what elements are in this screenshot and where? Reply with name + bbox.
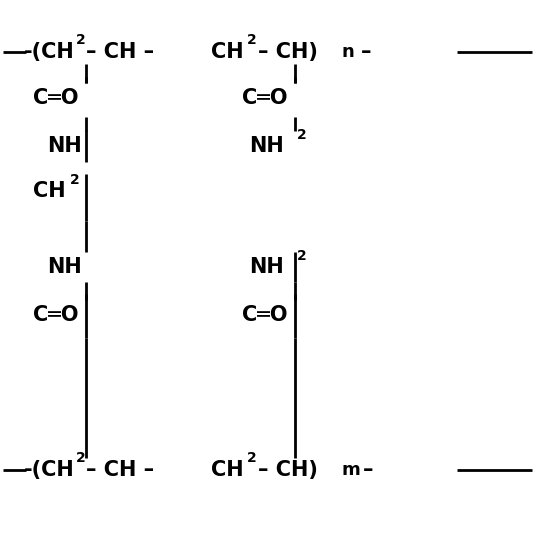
- Text: n: n: [341, 42, 354, 61]
- Text: m: m: [341, 460, 360, 479]
- Text: NH: NH: [47, 136, 82, 155]
- Text: C═O: C═O: [242, 88, 287, 108]
- Text: 2: 2: [297, 128, 307, 142]
- Text: 2: 2: [297, 249, 307, 263]
- Text: – CH –: – CH –: [86, 42, 154, 61]
- Text: 2: 2: [76, 451, 86, 465]
- Text: -(CH: -(CH: [24, 460, 75, 479]
- Text: 2: 2: [247, 451, 257, 465]
- Text: – CH): – CH): [258, 42, 318, 61]
- Text: NH: NH: [249, 136, 284, 155]
- Text: C═O: C═O: [33, 305, 79, 325]
- Text: –: –: [363, 460, 373, 479]
- Text: C═O: C═O: [242, 305, 287, 325]
- Text: 2: 2: [70, 173, 79, 187]
- Text: 2: 2: [76, 33, 86, 47]
- Text: CH: CH: [211, 42, 244, 61]
- Text: – CH –: – CH –: [86, 460, 154, 479]
- Text: NH: NH: [249, 257, 284, 277]
- Text: NH: NH: [47, 257, 82, 277]
- Text: 2: 2: [247, 33, 257, 47]
- Text: CH: CH: [33, 181, 66, 201]
- Text: –: –: [361, 42, 372, 61]
- Text: CH: CH: [211, 460, 244, 479]
- Text: -(CH: -(CH: [24, 42, 75, 61]
- Text: – CH): – CH): [258, 460, 318, 479]
- Text: C═O: C═O: [33, 88, 79, 108]
